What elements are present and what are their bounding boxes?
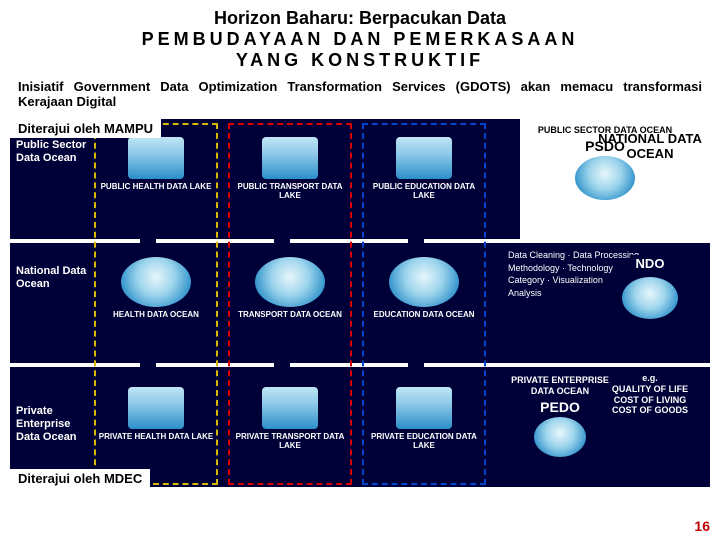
cell-r3c2: PRIVATE TRANSPORT DATA LAKE: [230, 383, 350, 481]
diagram-main: Diterajui oleh MAMPU Public Sector Data …: [10, 115, 710, 495]
title-line3: YANG KONSTRUKTIF: [20, 50, 700, 71]
lead-top: Diterajui oleh MAMPU: [10, 119, 161, 138]
row1-label: Public Sector Data Ocean: [16, 139, 88, 165]
cell-label: EDUCATION DATA OCEAN: [373, 311, 474, 320]
ocean-icon: [575, 156, 635, 200]
castle-connector: [408, 233, 424, 249]
lake-icon: [396, 387, 452, 429]
ocean-icon: [534, 417, 586, 457]
cell-label: PUBLIC EDUCATION DATA LAKE: [364, 183, 484, 201]
cell-r1c3: PUBLIC EDUCATION DATA LAKE: [364, 133, 484, 231]
lake-icon: [128, 387, 184, 429]
header: Horizon Baharu: Berpacukan Data PEMBUDAY…: [0, 0, 720, 75]
cell-label: PRIVATE TRANSPORT DATA LAKE: [230, 433, 350, 451]
castle-connector: [140, 233, 156, 249]
castle-connector: [274, 233, 290, 249]
castle-connector: [140, 357, 156, 373]
cell-label: TRANSPORT DATA OCEAN: [238, 311, 342, 320]
ndo-abbr: NDO: [630, 255, 671, 272]
lake-icon: [396, 137, 452, 179]
cell-label: PUBLIC TRANSPORT DATA LAKE: [230, 183, 350, 201]
national-label-block: NATIONAL DATA OCEAN: [590, 131, 710, 161]
ocean-icon: [255, 257, 325, 307]
ocean-icon: [121, 257, 191, 307]
row2-label: National Data Ocean: [16, 265, 88, 291]
cell-r2c2: TRANSPORT DATA OCEAN: [230, 255, 350, 353]
cell-r3c3: PRIVATE EDUCATION DATA LAKE: [364, 383, 484, 481]
national-label: NATIONAL DATA OCEAN: [590, 131, 710, 161]
title-line2: PEMBUDAYAAN DAN PEMERKASAAN: [20, 29, 700, 50]
page-number: 16: [694, 518, 710, 534]
castle-connector: [408, 357, 424, 373]
cell-r2c3: EDUCATION DATA OCEAN: [364, 255, 484, 353]
cell-r2c1: HEALTH DATA OCEAN: [96, 255, 216, 353]
row3-label: Private Enterprise Data Ocean: [16, 405, 88, 445]
cell-label: PUBLIC HEALTH DATA LAKE: [101, 183, 212, 192]
lead-bottom: Diterajui oleh MDEC: [10, 469, 150, 488]
title-line1: Horizon Baharu: Berpacukan Data: [20, 8, 700, 29]
ndo-label-block: NDO: [590, 255, 710, 323]
cell-r3c1: PRIVATE HEALTH DATA LAKE: [96, 383, 216, 481]
lake-icon: [128, 137, 184, 179]
ocean-icon: [389, 257, 459, 307]
cell-r1c2: PUBLIC TRANSPORT DATA LAKE: [230, 133, 350, 231]
castle-connector: [274, 357, 290, 373]
lake-icon: [262, 387, 318, 429]
cell-label: PRIVATE EDUCATION DATA LAKE: [364, 433, 484, 451]
subtitle: Inisiatif Government Data Optimization T…: [0, 75, 720, 115]
eg-item: COST OF GOODS: [590, 405, 710, 416]
lake-icon: [262, 137, 318, 179]
cell-label: HEALTH DATA OCEAN: [113, 311, 199, 320]
eg-label: e.g.: [590, 373, 710, 384]
cell-label: PRIVATE HEALTH DATA LAKE: [99, 433, 214, 442]
ocean-icon: [622, 277, 678, 319]
eg-item: COST OF LIVING: [590, 395, 710, 406]
cell-r1c1: PUBLIC HEALTH DATA LAKE: [96, 133, 216, 231]
eg-item: QUALITY OF LIFE: [590, 384, 710, 395]
eg-block: e.g. QUALITY OF LIFE COST OF LIVING COST…: [590, 373, 710, 416]
